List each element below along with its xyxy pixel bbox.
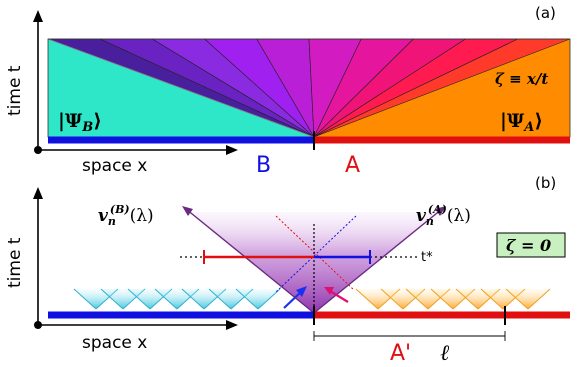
- rarefaction-fan: [47, 38, 571, 138]
- quasiparticle-ray: [355, 288, 379, 310]
- quasiparticle-ray: [480, 288, 504, 310]
- quasiparticle-ray: [181, 288, 205, 310]
- quasiparticle-cone: [236, 289, 280, 309]
- arrow-blue: [283, 290, 303, 309]
- length-label: ℓ: [440, 341, 450, 366]
- t-star-label: t*: [421, 250, 433, 265]
- ray-badge-box: [496, 232, 566, 258]
- space-axis-b-arrow: [226, 320, 238, 330]
- space-axis-a-label: space x: [82, 156, 147, 176]
- quasiparticle-ray: [127, 288, 151, 310]
- quasiparticle-ray: [235, 288, 259, 310]
- quasiparticle-ray: [100, 288, 124, 310]
- arrow-magenta-head: [324, 287, 334, 295]
- time-axis-b-label: time t: [5, 237, 25, 288]
- space-axis-a-arrow: [226, 145, 238, 155]
- region-a-label: A: [345, 153, 360, 178]
- time-axis-a-arrow: [33, 10, 43, 22]
- state-a-ket: |ΨA⟩: [500, 110, 543, 135]
- panel-a-label: (a): [535, 4, 556, 22]
- quasiparticle-ray: [154, 288, 178, 310]
- arrow-magenta: [329, 290, 349, 303]
- cone-left-arrowhead: [182, 206, 193, 216]
- quasiparticle-ray: [73, 288, 97, 310]
- quasiparticle-ray: [405, 288, 429, 310]
- mode-a-label: vn(A)(λ): [416, 203, 471, 228]
- ray-badge-label: ζ = 0: [506, 236, 551, 255]
- light-cone: [190, 212, 438, 313]
- panel-b-label: (b): [535, 174, 556, 192]
- panel-b: (b) t* A' ℓ: [5, 174, 570, 366]
- state-b-ket: |ΨB⟩: [58, 110, 102, 135]
- quasiparticles-a: [355, 288, 551, 310]
- quasiparticle-ray: [380, 288, 404, 310]
- quasiparticle-ray: [208, 288, 232, 310]
- cone-right-arrowhead: [435, 206, 446, 216]
- quasiparticle-ray: [527, 288, 551, 310]
- mode-b-label: vn(B)(λ): [98, 203, 154, 228]
- quasiparticle-ray: [455, 288, 479, 310]
- fan-region: [47, 38, 571, 138]
- quasiparticles-b: [73, 288, 281, 310]
- origin-a-dot: [34, 146, 42, 154]
- ray-definition: ζ ≡ x/t: [495, 70, 548, 88]
- fan-edge-left: [47, 38, 315, 138]
- origin-b-dot: [34, 321, 42, 329]
- dotted-ray-red: [275, 215, 355, 291]
- quasiparticle-ray: [430, 288, 454, 310]
- cone-left-edge: [185, 208, 315, 314]
- time-axis-a-label: time t: [5, 65, 25, 116]
- time-axis-b-arrow: [33, 187, 43, 199]
- quasiparticle-ray: [505, 288, 529, 310]
- region-b-label: B: [256, 153, 271, 178]
- quasiparticle-ray: [257, 288, 281, 310]
- panel-a: time t space x (a) |ΨB⟩ |ΨA⟩ ζ ≡ x/t B A: [5, 4, 571, 178]
- arrow-blue-head: [296, 286, 307, 297]
- subsystem-label: A': [390, 341, 411, 366]
- quasiparticle-cone: [506, 289, 550, 309]
- space-axis-b-label: space x: [82, 333, 147, 353]
- cone-right-edge: [313, 208, 443, 314]
